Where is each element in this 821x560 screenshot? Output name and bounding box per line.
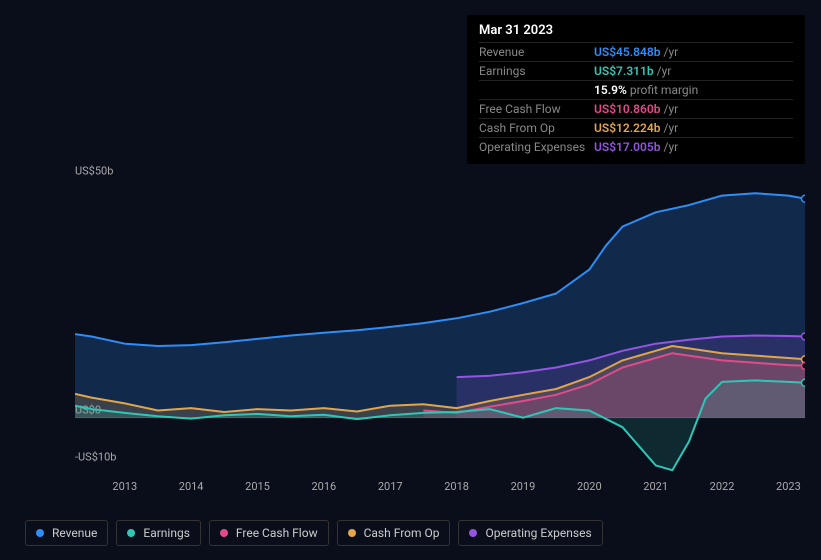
legend-label: Revenue <box>52 526 97 540</box>
tooltip-row-label: Operating Expenses <box>479 140 594 154</box>
legend-label: Operating Expenses <box>485 526 591 540</box>
legend-dot-icon <box>348 529 356 537</box>
legend-item[interactable]: Cash From Op <box>337 520 451 546</box>
x-axis-label: 2020 <box>577 480 602 493</box>
tooltip-row-label: Free Cash Flow <box>479 102 594 116</box>
x-axis-label: 2016 <box>311 480 336 493</box>
tooltip-row: Cash From Op US$12.224b /yr <box>479 118 793 137</box>
legend-item[interactable]: Operating Expenses <box>458 520 602 546</box>
legend-label: Earnings <box>143 526 190 540</box>
financials-chart[interactable]: US$50bUS$0-US$10b 2013201420152016201720… <box>15 155 805 500</box>
x-axis-label: 2021 <box>643 480 668 493</box>
chart-legend: Revenue Earnings Free Cash Flow Cash Fro… <box>25 520 603 546</box>
tooltip-row-label: Cash From Op <box>479 121 594 135</box>
legend-item[interactable]: Revenue <box>25 520 108 546</box>
series-end-marker <box>802 379 806 386</box>
tooltip-row: Free Cash Flow US$10.860b /yr <box>479 99 793 118</box>
legend-dot-icon <box>220 529 228 537</box>
tooltip-row-value: US$7.311b <box>594 64 654 78</box>
tooltip-row: Operating Expenses US$17.005b /yr <box>479 137 793 156</box>
x-axis-label: 2014 <box>179 480 204 493</box>
legend-item[interactable]: Earnings <box>116 520 201 546</box>
x-axis-label: 2022 <box>710 480 735 493</box>
legend-label: Cash From Op <box>364 526 440 540</box>
tooltip-date: Mar 31 2023 <box>479 23 793 42</box>
tooltip-row-value: US$17.005b <box>594 140 661 154</box>
series-end-marker <box>802 333 806 340</box>
tooltip-row: Earnings US$7.311b /yr <box>479 61 793 80</box>
x-axis-label: 2017 <box>378 480 403 493</box>
tooltip-row-value: US$45.848b <box>594 45 661 59</box>
chart-tooltip: Mar 31 2023 Revenue US$45.848b /yrEarnin… <box>467 15 805 164</box>
x-axis-label: 2019 <box>511 480 536 493</box>
x-axis-label: 2015 <box>245 480 270 493</box>
legend-label: Free Cash Flow <box>236 526 318 540</box>
tooltip-profit-margin: 15.9% <box>594 83 627 97</box>
tooltip-row-label: Earnings <box>479 64 594 78</box>
tooltip-row: 15.9% profit margin <box>479 80 793 99</box>
tooltip-row-value: US$12.224b <box>594 121 661 135</box>
legend-item[interactable]: Free Cash Flow <box>209 520 329 546</box>
tooltip-row-value: US$10.860b <box>594 102 661 116</box>
series-end-marker <box>802 195 806 202</box>
legend-dot-icon <box>36 529 44 537</box>
x-axis-label: 2023 <box>776 480 801 493</box>
legend-dot-icon <box>127 529 135 537</box>
legend-dot-icon <box>469 529 477 537</box>
tooltip-row-label <box>479 83 594 97</box>
x-axis-label: 2018 <box>444 480 469 493</box>
series-end-marker <box>802 362 806 369</box>
tooltip-row-label: Revenue <box>479 45 594 59</box>
tooltip-row: Revenue US$45.848b /yr <box>479 42 793 61</box>
x-axis-label: 2013 <box>112 480 137 493</box>
